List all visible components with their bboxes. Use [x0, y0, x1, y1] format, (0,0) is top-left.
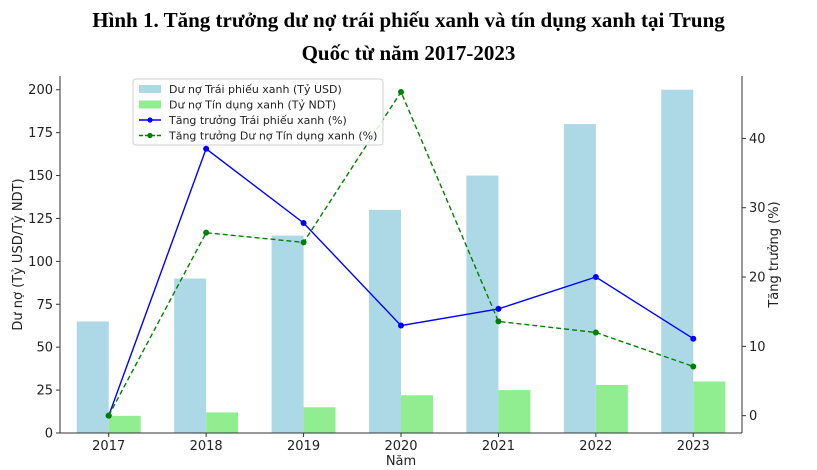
y2-tick-label-40: 40: [749, 132, 766, 147]
legend-label-3: Tăng trưởng Dư nợ Tín dụng xanh (%): [168, 130, 377, 143]
x-tick-label-2017: 2017: [92, 439, 125, 454]
point-credit-growth-2019: [300, 239, 307, 246]
point-credit-growth-2018: [203, 229, 210, 236]
point-bond-growth-2020: [398, 322, 404, 329]
point-bond-growth-2023: [690, 335, 697, 342]
point-bond-growth-2018: [203, 145, 210, 152]
point-bond-growth-2022: [592, 274, 599, 281]
legend-box: [132, 78, 384, 146]
y2-tick-label-0: 0: [749, 409, 757, 424]
legend-swatch-0: [139, 85, 161, 93]
chart-title: Hình 1. Tăng trưởng dư nợ trái phiếu xan…: [0, 4, 817, 70]
x-axis-label: Năm: [386, 454, 416, 469]
bar-credit-2021: [498, 390, 531, 433]
bar-credit-2020: [401, 395, 433, 433]
point-credit-growth-2021: [495, 318, 502, 325]
bar-bond-2019: [271, 235, 304, 433]
bar-bond-2018: [174, 278, 207, 433]
legend-swatch-1: [139, 100, 161, 109]
bar-bond-2020: [369, 209, 401, 433]
x-tick-label-2019: 2019: [287, 439, 320, 454]
y-tick-label-25: 25: [36, 384, 53, 399]
y-tick-label-175: 175: [28, 126, 53, 141]
legend-label-2: Tăng trưởng Trái phiếu xanh (%): [168, 114, 347, 127]
y-tick-label-0: 0: [45, 427, 53, 442]
x-tick-label-2020: 2020: [384, 439, 417, 454]
chart-title-line-1: Hình 1. Tăng trưởng dư nợ trái phiếu xan…: [92, 8, 725, 32]
y-tick-label-100: 100: [28, 255, 53, 270]
bar-credit-2023: [693, 381, 726, 433]
legend-marker-3: [147, 132, 153, 139]
chart-title-line-2: Quốc từ năm 2017-2023: [301, 41, 516, 65]
x-tick-label-2018: 2018: [190, 439, 223, 454]
y-axis-label: Dư nợ (Tỷ USD/Tỷ NDT): [11, 178, 26, 330]
y2-axis-label: Tăng trưởng (%): [767, 201, 782, 308]
x-tick-label-2022: 2022: [579, 439, 612, 454]
y2-tick-label-30: 30: [749, 201, 766, 216]
bar-layer: [76, 89, 726, 434]
legend-marker-2: [147, 117, 153, 123]
y2-tick-label-10: 10: [749, 340, 766, 355]
y-tick-label-125: 125: [28, 212, 53, 227]
point-bond-growth-2021: [495, 305, 502, 312]
line-layer: [105, 88, 697, 419]
bar-credit-2022: [595, 384, 628, 433]
legend: Dư nợ Trái phiếu xanh (Tỷ USD) Dư nợ Tín …: [132, 78, 384, 146]
bar-bond-2017: [76, 321, 109, 433]
legend-label-1: Dư nợ Tín dụng xanh (Tỷ NDT): [169, 99, 336, 112]
point-credit-growth-2023: [690, 363, 697, 370]
point-credit-growth-2020: [398, 88, 404, 95]
y-tick-label-200: 200: [28, 83, 53, 98]
x-tick-label-2023: 2023: [677, 439, 710, 454]
point-credit-growth-2022: [592, 329, 599, 336]
point-bond-growth-2019: [300, 219, 307, 226]
point-credit-growth-2017: [105, 412, 112, 419]
axes-layer: 0 25 50 75 100 125 150 175 200 0 10 20 30 40 2017 2018 2…: [11, 76, 782, 469]
bar-bond-2021: [466, 175, 499, 433]
bar-bond-2023: [661, 89, 694, 433]
bar-credit-2018: [206, 412, 239, 433]
x-tick-label-2021: 2021: [482, 439, 515, 454]
bar-credit-2019: [303, 407, 336, 433]
y-tick-label-50: 50: [36, 341, 53, 356]
legend-label-0: Dư nợ Trái phiếu xanh (Tỷ USD): [169, 83, 342, 96]
y2-tick-label-20: 20: [749, 271, 766, 286]
y-tick-label-75: 75: [36, 298, 53, 313]
y-tick-label-150: 150: [28, 169, 53, 184]
bar-credit-2017: [108, 415, 141, 433]
